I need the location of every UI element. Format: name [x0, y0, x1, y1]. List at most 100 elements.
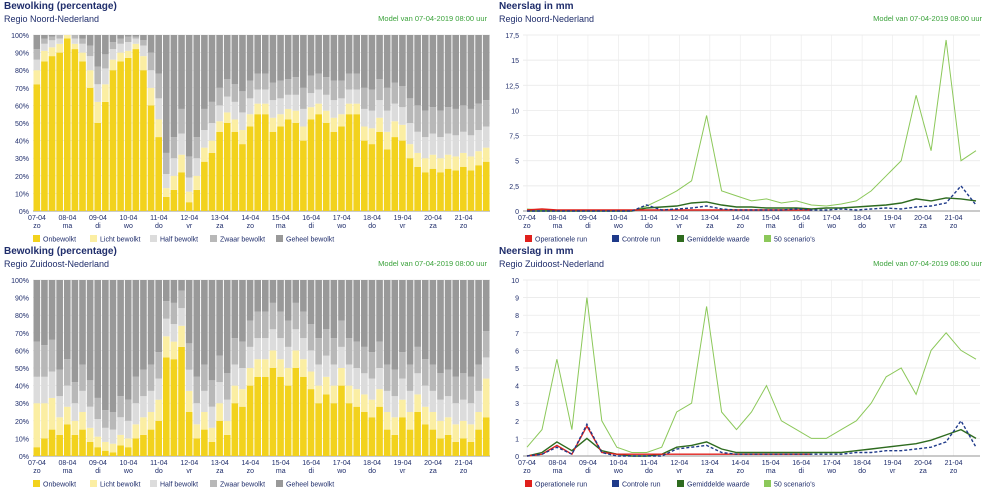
bar-segment: [79, 38, 86, 44]
bar-segment: [94, 280, 102, 398]
bar-segment: [124, 50, 132, 58]
x-tick-label: 21-04: [455, 215, 473, 222]
x-tick-day-label: zo: [247, 468, 255, 475]
bar-segment: [223, 280, 231, 374]
bar-segment: [162, 174, 170, 189]
bar-segment: [345, 403, 353, 456]
bar-segment: [185, 280, 193, 344]
bar-segment: [254, 280, 261, 312]
bar-segment: [216, 35, 223, 88]
bar-segment: [178, 133, 185, 155]
bar-segment: [41, 280, 48, 346]
bar-segment: [262, 114, 269, 211]
bar-segment: [185, 343, 193, 370]
bar-segment: [284, 320, 292, 347]
legend-swatch: [764, 480, 771, 487]
bar-segment: [231, 119, 239, 132]
x-tick-day-label: ma: [766, 468, 776, 475]
model-run-label: Model van 07-04-2019 08:00 uur: [873, 14, 982, 23]
bar-segment: [140, 70, 147, 211]
x-tick-day-label: zo: [460, 468, 468, 475]
bar-segment: [71, 35, 79, 39]
bar-segment: [330, 131, 338, 211]
bar-segment: [223, 96, 231, 113]
bar-segment: [467, 135, 475, 157]
bar-segment: [269, 100, 277, 118]
bar-segment: [269, 329, 277, 351]
bar-segment: [292, 350, 300, 368]
bar-segment: [102, 35, 109, 55]
bar-segment: [246, 320, 254, 347]
y-tick-label: 90%: [15, 51, 29, 58]
x-tick-label: 11-04: [150, 460, 167, 467]
bar-segment: [117, 396, 124, 418]
bar-segment: [155, 35, 162, 74]
y-tick-label: 40%: [15, 384, 29, 391]
x-tick-label: 09-04: [579, 215, 597, 222]
bar-segment: [391, 280, 399, 370]
bar-segment: [102, 54, 109, 69]
bar-segment: [399, 140, 406, 211]
bar-segment: [254, 103, 261, 115]
bar-segment: [399, 352, 406, 379]
cloud-chart-north-svg: 0%10%20%30%40%50%60%70%80%90%100%07-04zo…: [11, 33, 490, 244]
bar-segment: [284, 280, 292, 321]
x-tick-day-label: za: [706, 468, 714, 475]
series-line: [526, 39, 977, 212]
bar-segment: [376, 35, 383, 79]
bar-segment: [475, 165, 482, 211]
bar-segment: [239, 130, 246, 145]
bar-segment: [33, 403, 41, 448]
bar-segment: [482, 161, 490, 211]
bar-segment: [475, 390, 482, 412]
bar-segment: [475, 130, 482, 152]
bar-segment: [345, 385, 353, 404]
bar-segment: [277, 35, 284, 81]
x-tick-day-label: do: [155, 468, 163, 475]
bar-segment: [193, 280, 201, 377]
bar-segment: [482, 417, 490, 456]
x-tick-day-label: zo: [247, 223, 255, 230]
bar-segment: [239, 91, 246, 113]
legend-swatch: [210, 235, 217, 242]
bar-segment: [421, 172, 429, 211]
bar-segment: [437, 172, 444, 211]
x-tick-day-label: do: [858, 223, 866, 230]
x-tick-day-label: zo: [737, 468, 745, 475]
legend-label: Zwaar bewolkt: [220, 482, 265, 489]
bar-segment: [185, 369, 193, 391]
bar-segment: [109, 280, 117, 412]
bar-segment: [391, 369, 399, 397]
bar-segment: [208, 406, 216, 428]
bar-segment: [467, 424, 475, 442]
bar-segment: [94, 436, 102, 448]
y-tick-label: 100%: [11, 278, 29, 285]
bar-segment: [406, 412, 414, 430]
bar-segment: [71, 280, 79, 383]
bar-segment: [262, 376, 269, 456]
bar-segment: [338, 80, 345, 99]
bar-segment: [391, 137, 399, 211]
bar-segment: [399, 280, 406, 353]
bar-segment: [41, 43, 48, 51]
x-tick-day-label: zo: [950, 223, 958, 230]
x-tick-label: 14-04: [241, 460, 259, 467]
legend-swatch: [276, 235, 283, 242]
bar-segment: [102, 441, 109, 451]
bar-segment: [132, 376, 140, 404]
bar-segment: [429, 154, 437, 169]
bar-segment: [262, 311, 269, 339]
bar-segment: [284, 346, 292, 368]
bar-segment: [307, 119, 315, 211]
bar-segment: [185, 35, 193, 157]
bar-segment: [406, 98, 414, 123]
bar-segment: [132, 36, 140, 39]
bar-segment: [284, 119, 292, 211]
x-tick-label: 07-04: [518, 460, 536, 467]
bar-segment: [322, 280, 330, 330]
bar-segment: [63, 280, 71, 360]
bar-segment: [429, 35, 437, 108]
chart-subtitle: Regio Noord-Nederland: [4, 14, 100, 24]
bar-segment: [452, 280, 460, 377]
x-tick-label: 18-04: [363, 215, 381, 222]
